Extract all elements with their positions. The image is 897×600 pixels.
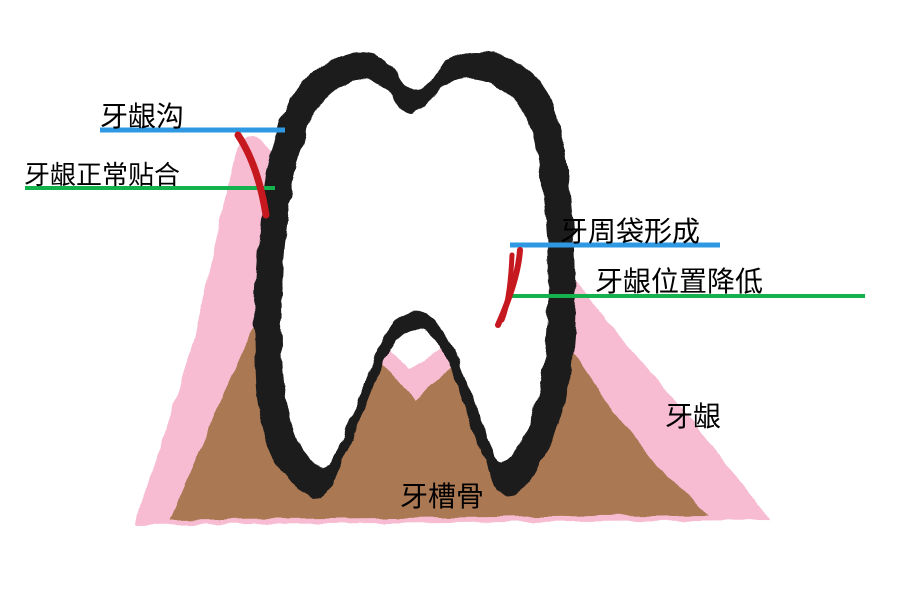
label-position-lowered: 牙龈位置降低 (595, 260, 763, 300)
label-gingival-sulcus: 牙龈沟 (100, 95, 184, 135)
label-normal-attachment: 牙龈正常贴合 (24, 155, 180, 192)
label-gingiva: 牙龈 (665, 395, 721, 435)
diagram-stage: 牙龈沟 牙龈正常贴合 牙周袋形成 牙龈位置降低 牙龈 牙槽骨 (0, 0, 897, 600)
label-pocket-formation: 牙周袋形成 (560, 210, 700, 250)
label-alveolar-bone: 牙槽骨 (400, 475, 484, 515)
